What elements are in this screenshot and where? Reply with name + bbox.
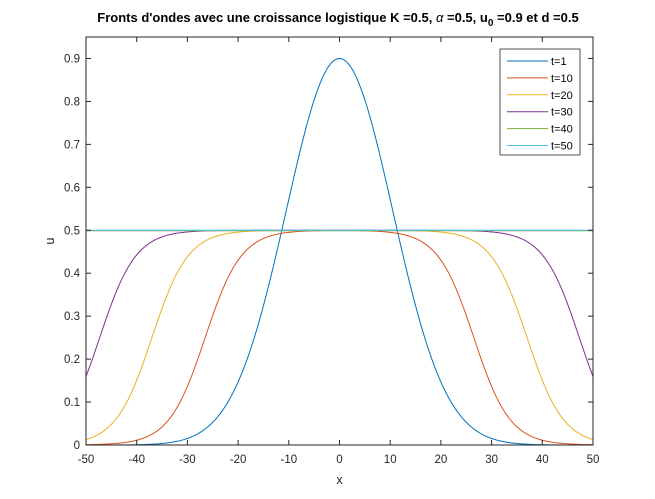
y-tick-label: 0.5 <box>64 225 80 237</box>
y-tick-label: 0.4 <box>64 268 81 280</box>
legend-label-t=30: t=30 <box>551 107 573 119</box>
legend-label-t=50: t=50 <box>551 141 573 153</box>
legend-label-t=40: t=40 <box>551 124 573 136</box>
y-tick-label: 0.7 <box>64 139 80 151</box>
legend-label-t=1: t=1 <box>551 56 567 68</box>
x-tick-label: 0 <box>336 454 342 466</box>
x-tick-label: -20 <box>230 454 247 466</box>
tick-layer: -50 -40 -30 -20 -10 0 10 20 30 40 50 0 0.1 0.2 0.3 0.4 0… <box>64 37 599 466</box>
y-tick-label: 0.9 <box>64 53 80 65</box>
series-layer <box>85 57 594 446</box>
y-tick-label: 0.3 <box>64 311 80 323</box>
axes-box <box>85 36 594 446</box>
legend-box <box>499 48 581 156</box>
x-tick-label: 30 <box>485 454 498 466</box>
legend-label-t=20: t=20 <box>551 90 573 102</box>
series-line-t=1 <box>85 57 594 446</box>
x-axis-label: x <box>336 473 343 487</box>
x-tick-label: 20 <box>435 454 448 466</box>
y-tick-label: 0.2 <box>64 354 80 366</box>
y-axis-label: u <box>43 237 57 244</box>
x-tick-label: -30 <box>179 454 196 466</box>
x-tick-label: -10 <box>280 454 297 466</box>
x-tick-label: -40 <box>128 454 145 466</box>
chart-title: Fronts d'ondes avec une croissance logis… <box>97 10 578 29</box>
y-tick-label: 0.1 <box>64 397 80 409</box>
x-tick-label: 50 <box>587 454 600 466</box>
y-tick-label: 0 <box>74 440 80 452</box>
x-tick-label: 10 <box>384 454 397 466</box>
y-tick-label: 0.6 <box>64 182 80 194</box>
y-tick-label: 0.8 <box>64 96 80 108</box>
legend-label-t=10: t=10 <box>551 73 573 85</box>
x-tick-label: 40 <box>536 454 549 466</box>
legend: t=1 t=10 t=20 t=30 t=40 t=50 <box>499 48 581 156</box>
x-tick-label: -50 <box>78 454 95 466</box>
